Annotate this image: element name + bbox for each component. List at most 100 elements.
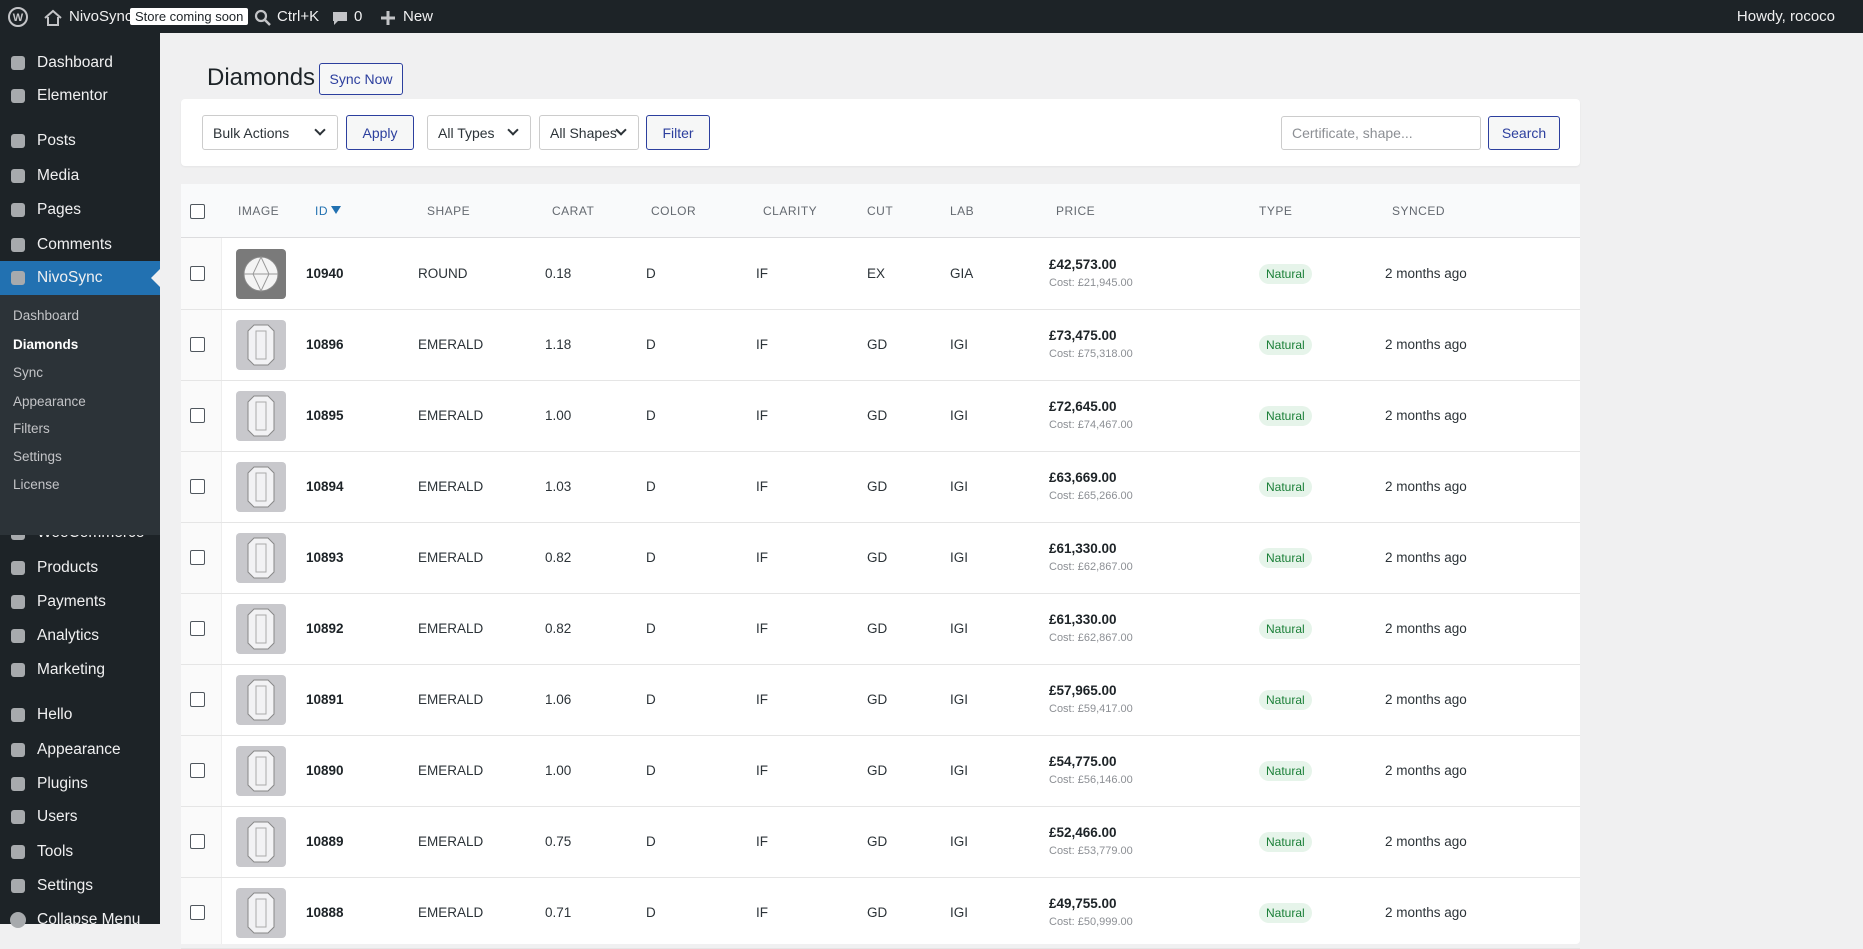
column-header[interactable]: SHAPE <box>427 204 471 218</box>
diamond-id[interactable]: 10940 <box>306 266 344 281</box>
menu-item[interactable]: NivoSync <box>37 269 103 286</box>
synced: 2 months ago <box>1385 337 1467 352</box>
submenu-item[interactable]: License <box>13 477 60 492</box>
cell: GIA <box>950 266 974 281</box>
submenu-item[interactable]: Sync <box>13 365 44 380</box>
menu-item[interactable]: Settings <box>37 877 94 894</box>
page-title: Diamonds <box>207 64 316 91</box>
column-header[interactable]: SYNCED <box>1392 204 1446 218</box>
submenu-item[interactable]: Dashboard <box>13 308 80 323</box>
menu-item[interactable]: Plugins <box>37 775 88 792</box>
cost: Cost: £75,318.00 <box>1049 348 1133 360</box>
cell: 0.82 <box>545 550 572 565</box>
menu-icon <box>8 740 28 760</box>
menu-item[interactable]: Hello <box>37 706 73 723</box>
checkbox[interactable] <box>190 905 205 920</box>
menu-item[interactable]: Users <box>37 808 78 825</box>
diamond-id[interactable]: 10892 <box>306 621 344 636</box>
active-arrow <box>151 269 160 287</box>
menu-icon-svg <box>11 203 25 217</box>
sync-button[interactable]: Sync Now <box>319 63 403 95</box>
checkbox[interactable] <box>190 479 205 494</box>
diamond-id[interactable]: 10896 <box>306 337 344 352</box>
price: £49,755.00 <box>1049 896 1117 911</box>
column-header[interactable]: CARAT <box>552 204 595 218</box>
checkbox[interactable] <box>190 763 205 778</box>
cell: EMERALD <box>418 337 484 352</box>
collapse-menu[interactable]: Collapse Menu <box>37 911 141 928</box>
cell: EX <box>867 266 886 281</box>
menu-item[interactable]: Payments <box>37 593 106 610</box>
menu-icon <box>8 558 28 578</box>
diamond-id[interactable]: 10890 <box>306 763 344 778</box>
cost: Cost: £56,146.00 <box>1049 774 1133 786</box>
menu-item[interactable]: Elementor <box>37 87 108 104</box>
menu-item[interactable]: Products <box>37 559 99 576</box>
cell: IGI <box>950 479 969 494</box>
diamond-id[interactable]: 10893 <box>306 550 344 565</box>
column-header[interactable]: CUT <box>867 204 894 218</box>
diamond-id[interactable]: 10889 <box>306 834 344 849</box>
search-button[interactable]: Search <box>1488 116 1560 150</box>
submenu-item[interactable]: Appearance <box>13 394 86 409</box>
cell: EMERALD <box>418 479 484 494</box>
menu-item[interactable]: Pages <box>37 201 81 218</box>
menu-item[interactable]: Dashboard <box>37 54 113 71</box>
cell: 0.18 <box>545 266 572 281</box>
diamond-id[interactable]: 10894 <box>306 479 344 494</box>
submenu-item[interactable]: Settings <box>13 449 62 464</box>
comment-count[interactable]: 0 <box>354 8 363 25</box>
apply-button[interactable]: Apply <box>346 115 414 150</box>
cost: Cost: £62,867.00 <box>1049 632 1133 644</box>
column-header[interactable]: ID <box>315 204 328 218</box>
cell: IF <box>756 763 768 778</box>
new-link[interactable]: New <box>403 8 434 25</box>
emerald-diamond <box>247 679 275 721</box>
menu-item[interactable]: Tools <box>37 843 74 860</box>
thumbnail <box>236 533 286 583</box>
diamond-id[interactable]: 10891 <box>306 692 344 707</box>
greeting[interactable]: Howdy, rococo <box>1736 8 1835 25</box>
site-name[interactable]: NivoSync <box>69 8 133 25</box>
cost: Cost: £74,467.00 <box>1049 419 1133 431</box>
type-select[interactable]: All Types <box>427 115 531 150</box>
shape-select[interactable]: All Shapes <box>539 115 639 150</box>
menu-item[interactable]: Marketing <box>37 661 106 678</box>
menu-item[interactable]: Media <box>37 167 80 184</box>
menu-icon <box>8 660 28 680</box>
checkbox[interactable] <box>190 834 205 849</box>
menu-item[interactable]: Posts <box>37 132 76 149</box>
diamond-id[interactable]: 10895 <box>306 408 344 423</box>
submenu-item[interactable]: Diamonds <box>13 337 79 352</box>
cell: GD <box>867 905 888 920</box>
checkbox[interactable] <box>190 337 205 352</box>
menu-icon-svg <box>11 238 25 252</box>
bulk-actions-select[interactable]: Bulk Actions <box>202 115 338 150</box>
column-header[interactable]: CLARITY <box>763 204 818 218</box>
cell: IGI <box>950 763 969 778</box>
checkbox[interactable] <box>190 692 205 707</box>
menu-item[interactable]: Appearance <box>37 741 121 758</box>
menu-icon <box>8 807 28 827</box>
filter-button[interactable]: Filter <box>646 115 710 150</box>
submenu-item[interactable]: Filters <box>13 421 50 436</box>
checkbox[interactable] <box>190 204 205 219</box>
checkbox[interactable] <box>190 621 205 636</box>
diamond-id[interactable]: 10888 <box>306 905 344 920</box>
sort-arrow <box>331 206 341 214</box>
menu-item[interactable]: Comments <box>37 236 112 253</box>
search-icon-svg <box>254 9 271 26</box>
price: £72,645.00 <box>1049 399 1117 414</box>
column-header[interactable]: LAB <box>950 204 975 218</box>
column-header[interactable]: TYPE <box>1259 204 1293 218</box>
cell: 0.71 <box>545 905 572 920</box>
column-header[interactable]: COLOR <box>651 204 697 218</box>
search-input[interactable]: Certificate, shape... <box>1281 116 1481 150</box>
menu-item[interactable]: Analytics <box>37 627 100 644</box>
checkbox[interactable] <box>190 408 205 423</box>
thumbnail <box>236 888 286 938</box>
checkbox[interactable] <box>190 266 205 281</box>
column-header[interactable]: PRICE <box>1056 204 1096 218</box>
search-shortcut[interactable]: Ctrl+K <box>277 8 320 25</box>
checkbox[interactable] <box>190 550 205 565</box>
